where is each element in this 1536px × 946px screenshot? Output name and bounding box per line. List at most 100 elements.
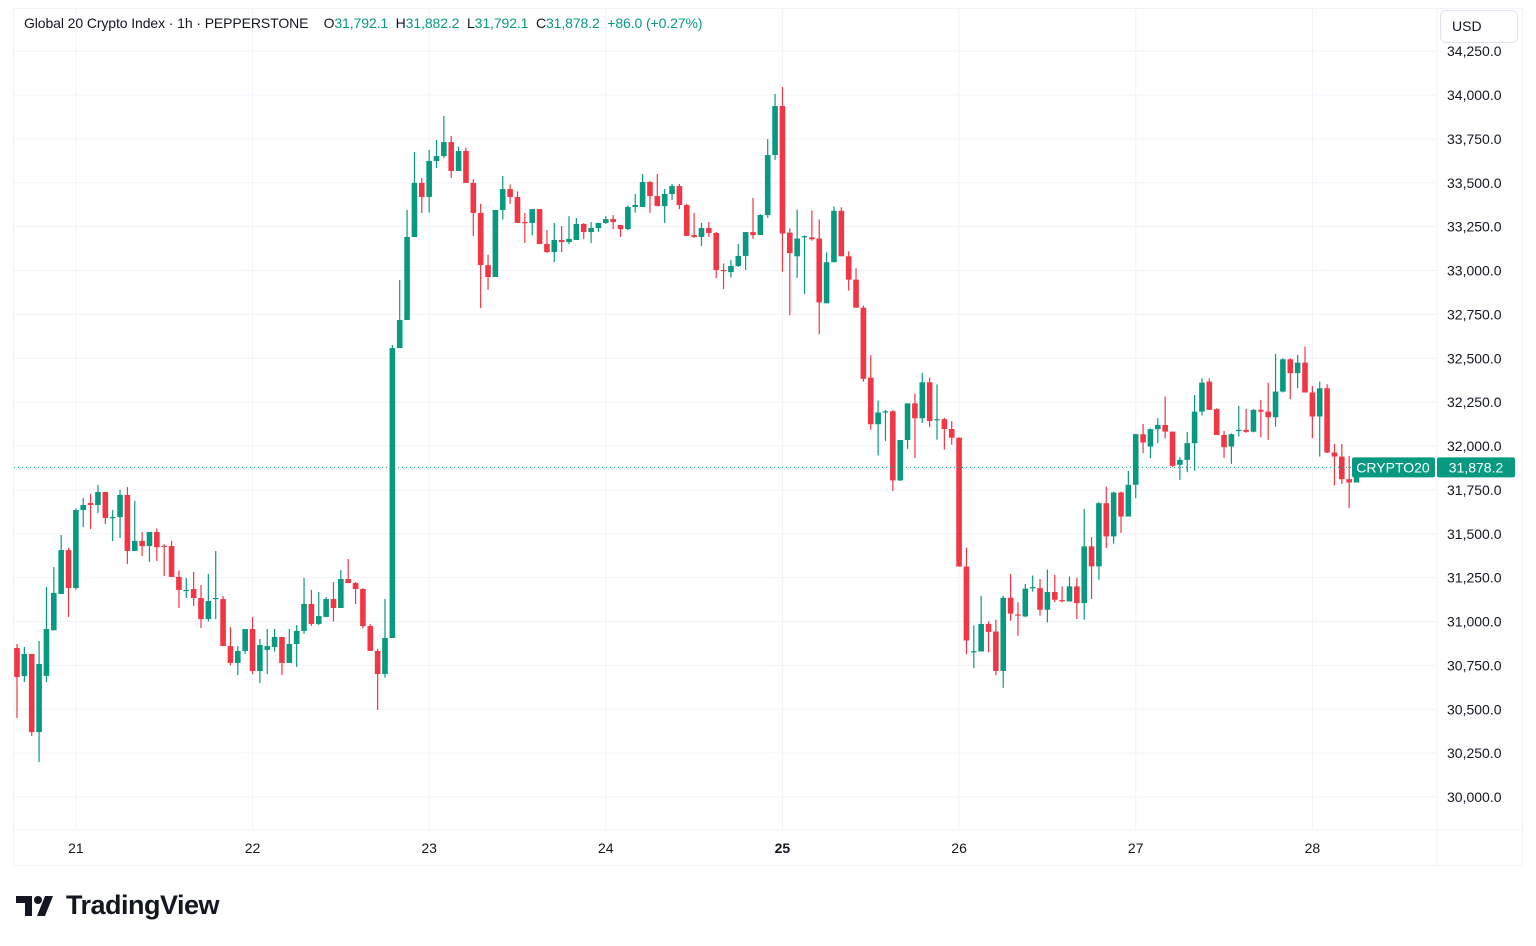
candle-body — [1103, 503, 1110, 537]
chart-frame — [13, 8, 1523, 866]
price-tick-label: 31,750.0 — [1447, 482, 1502, 498]
candle-body — [73, 510, 79, 588]
candle — [198, 584, 204, 628]
candle-body — [87, 503, 94, 505]
candle-body — [845, 256, 852, 280]
candle — [838, 207, 845, 257]
candle-body — [154, 531, 160, 548]
candle — [912, 393, 918, 458]
candle — [934, 384, 940, 440]
candle-body — [1074, 586, 1080, 604]
time-axis[interactable]: 21 22 23 24 25 26 27 28 — [68, 840, 1320, 856]
candle-body — [176, 576, 182, 590]
candle — [809, 210, 815, 241]
candle — [367, 624, 374, 651]
candle — [750, 198, 756, 239]
candle — [463, 147, 469, 183]
candle — [1199, 378, 1205, 416]
candle-body — [1088, 546, 1095, 567]
candle — [1265, 382, 1271, 440]
candle-body — [139, 540, 145, 547]
candle — [1228, 433, 1235, 464]
candle — [728, 259, 734, 278]
candle — [875, 400, 881, 456]
high-label: H — [395, 15, 406, 31]
candle-body — [1037, 588, 1043, 610]
candle — [1059, 586, 1065, 603]
time-tick-label: 26 — [951, 840, 967, 856]
candle-body — [212, 597, 219, 600]
candle-body — [610, 219, 616, 223]
candle — [904, 403, 911, 449]
candle — [249, 616, 256, 675]
candle-body — [117, 494, 123, 518]
candle — [389, 345, 396, 638]
candle — [1110, 491, 1117, 544]
candle-body — [1000, 597, 1007, 671]
candle-body — [1272, 391, 1279, 418]
candle — [1235, 405, 1242, 437]
candle-body — [1228, 434, 1235, 447]
candle-body — [772, 106, 778, 156]
candle — [816, 219, 823, 335]
legend-separator: · — [196, 15, 205, 31]
candle-body — [661, 193, 668, 207]
candle-body — [492, 209, 499, 277]
candle — [168, 540, 175, 577]
candle — [514, 191, 521, 223]
candle — [1169, 431, 1176, 468]
candle — [87, 493, 94, 530]
candle-body — [419, 182, 425, 197]
candle — [1140, 423, 1146, 454]
candle — [691, 212, 697, 239]
symbol-legend[interactable]: Global 20 Crypto Index · 1h · PEPPERSTON… — [24, 15, 702, 31]
candle-body — [735, 255, 742, 266]
candle — [1022, 584, 1029, 618]
candle-body — [1206, 381, 1213, 410]
candle-body — [1331, 452, 1338, 457]
candle — [787, 228, 793, 316]
candle — [706, 222, 712, 237]
last-price-label: 31,878.2 — [1449, 459, 1504, 475]
candle — [404, 209, 410, 320]
candle-body — [345, 579, 351, 584]
candle — [1302, 346, 1308, 393]
candle — [470, 179, 477, 236]
candle — [235, 646, 241, 676]
currency-button[interactable]: USD — [1440, 10, 1518, 43]
candle-body — [36, 663, 42, 733]
legend-separator: · — [168, 15, 178, 31]
candle — [845, 251, 852, 291]
candle-body — [706, 228, 712, 233]
candle — [1191, 394, 1198, 471]
candle — [154, 528, 160, 561]
tradingview-logo-text: TradingView — [66, 890, 220, 920]
close-label: C — [535, 15, 546, 31]
candle-body — [676, 186, 683, 206]
candle — [1007, 574, 1014, 621]
candle-body — [1110, 492, 1117, 537]
candle-body — [956, 437, 962, 567]
candle-body — [433, 156, 440, 161]
candle-body — [978, 623, 984, 652]
candle-body — [308, 603, 315, 624]
candle-body — [338, 579, 344, 608]
candle — [1132, 433, 1139, 499]
candle — [338, 570, 344, 608]
candles — [14, 86, 1360, 762]
candle — [441, 116, 447, 159]
candle-body — [1287, 359, 1294, 374]
candle — [43, 586, 50, 683]
candle-body — [919, 382, 926, 419]
price-tick-label: 33,000.0 — [1447, 263, 1502, 279]
candle — [271, 629, 278, 652]
tradingview-logo[interactable]: TradingView — [16, 890, 220, 921]
candle — [14, 643, 20, 719]
candle-body — [603, 219, 609, 223]
price-axis[interactable]: 30,000.0 30,250.0 30,500.0 30,750.0 31,000.0… — [1447, 43, 1502, 805]
candle-body — [514, 196, 521, 223]
candle — [757, 214, 764, 236]
candle — [1155, 418, 1161, 444]
candle-body — [588, 228, 594, 233]
